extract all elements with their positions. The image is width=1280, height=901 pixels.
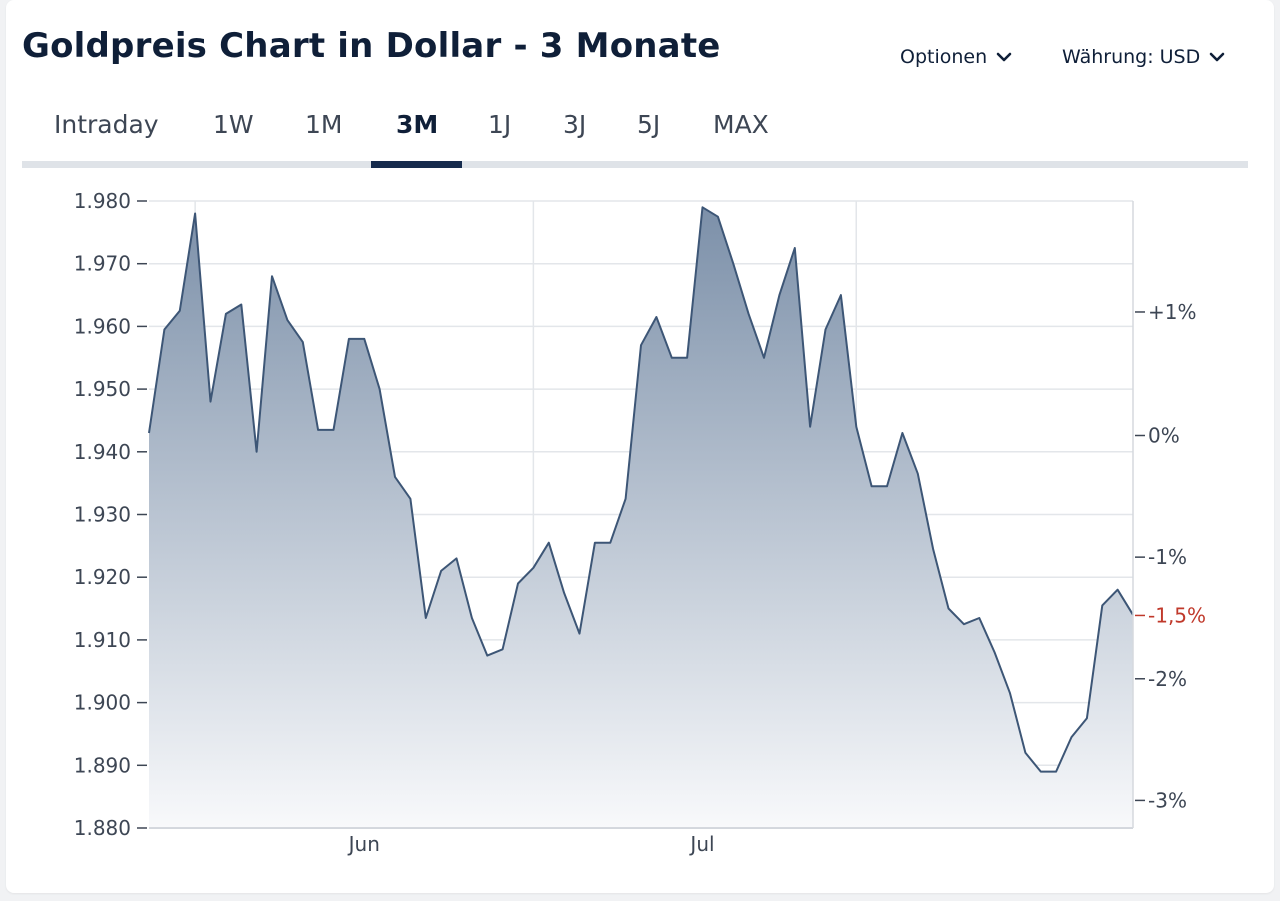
active-tab-indicator: [371, 161, 462, 168]
tab-rail: [22, 161, 1248, 168]
y-tick-label: 1.960: [74, 314, 131, 338]
y-tick-label: 1.970: [74, 252, 131, 276]
y-tick-label: 1.920: [74, 565, 131, 589]
y-tick-label: 1.980: [74, 189, 131, 213]
current-pct-label: -1,5%: [1148, 603, 1206, 627]
y-tick-label: 1.890: [74, 753, 131, 777]
options-label: Optionen: [900, 46, 988, 68]
y-tick-label: 1.880: [74, 816, 131, 840]
tab-max[interactable]: MAX: [713, 110, 769, 139]
tab-1m[interactable]: 1M: [305, 110, 343, 139]
tab-1w[interactable]: 1W: [213, 110, 254, 139]
timerange-tabs: Intraday 1W 1M 3M 1J 3J 5J MAX: [22, 100, 1248, 168]
y-tick-label: 1.900: [74, 691, 131, 715]
price-area: [149, 207, 1133, 829]
options-dropdown[interactable]: Optionen: [900, 46, 1013, 68]
pct-tick-label: -1%: [1148, 545, 1187, 569]
chevron-down-icon: [996, 52, 1012, 62]
tab-3j[interactable]: 3J: [563, 110, 587, 139]
pct-tick-label: +1%: [1148, 300, 1197, 324]
y-tick-label: 1.950: [74, 377, 131, 401]
currency-dropdown[interactable]: Währung: USD: [1062, 46, 1226, 68]
chevron-down-icon: [1209, 52, 1225, 62]
tab-3m[interactable]: 3M: [396, 110, 439, 139]
y-tick-label: 1.940: [74, 440, 131, 464]
tab-intraday[interactable]: Intraday: [54, 110, 159, 139]
x-tick-label: Jul: [688, 832, 714, 856]
pct-tick-label: -3%: [1148, 788, 1187, 812]
pct-tick-label: 0%: [1148, 423, 1180, 447]
x-tick-label: Jun: [347, 832, 380, 856]
page-title: Goldpreis Chart in Dollar - 3 Monate: [22, 26, 721, 66]
tab-1j[interactable]: 1J: [488, 110, 512, 139]
y-tick-label: 1.910: [74, 628, 131, 652]
price-line: [148, 206, 1134, 773]
currency-label: Währung: USD: [1062, 46, 1201, 68]
pct-tick-label: -2%: [1148, 667, 1187, 691]
tab-5j[interactable]: 5J: [637, 110, 661, 139]
y-tick-label: 1.930: [74, 503, 131, 527]
